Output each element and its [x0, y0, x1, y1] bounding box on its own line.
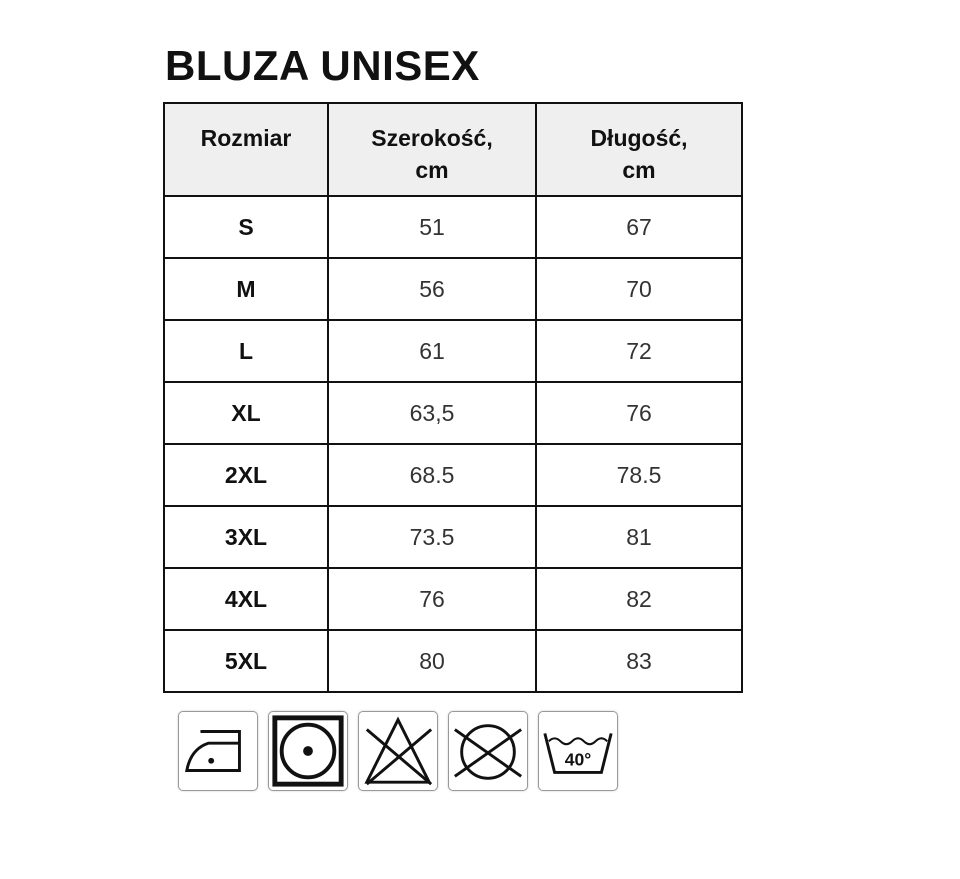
table-row: L 61 72 — [163, 319, 743, 383]
header-width: Szerokość, cm — [327, 102, 537, 197]
cell-width: 73.5 — [327, 505, 537, 569]
size-table: Rozmiar Szerokość, cm Długość, cm S 51 67 M 56… — [163, 102, 743, 693]
cell-width: 61 — [327, 319, 537, 383]
cell-length: 67 — [535, 195, 743, 259]
header-length: Długość, cm — [535, 102, 743, 197]
page-title: BLUZA UNISEX — [165, 42, 480, 89]
table-row: 5XL 80 83 — [163, 629, 743, 693]
table-row: 4XL 76 82 — [163, 567, 743, 631]
cell-size: L — [163, 319, 329, 383]
care-icons: 40° — [178, 711, 618, 791]
table-row: 3XL 73.5 81 — [163, 505, 743, 569]
cell-width: 80 — [327, 629, 537, 693]
cell-size: 2XL — [163, 443, 329, 507]
cell-width: 63,5 — [327, 381, 537, 445]
cell-length: 82 — [535, 567, 743, 631]
table-header-row: Rozmiar Szerokość, cm Długość, cm — [163, 102, 743, 197]
iron-low-heat-icon — [178, 711, 258, 791]
cell-length: 76 — [535, 381, 743, 445]
cell-length: 72 — [535, 319, 743, 383]
table-row: M 56 70 — [163, 257, 743, 321]
cell-size: S — [163, 195, 329, 259]
cell-length: 81 — [535, 505, 743, 569]
table-row: XL 63,5 76 — [163, 381, 743, 445]
wash-temperature-label: 40° — [565, 750, 592, 770]
cell-size: M — [163, 257, 329, 321]
tumble-dry-icon — [268, 711, 348, 791]
cell-width: 76 — [327, 567, 537, 631]
cell-size: 3XL — [163, 505, 329, 569]
cell-length: 83 — [535, 629, 743, 693]
wash-40-icon: 40° — [538, 711, 618, 791]
cell-width: 56 — [327, 257, 537, 321]
cell-width: 68.5 — [327, 443, 537, 507]
do-not-dry-clean-icon — [448, 711, 528, 791]
cell-size: XL — [163, 381, 329, 445]
cell-size: 5XL — [163, 629, 329, 693]
cell-size: 4XL — [163, 567, 329, 631]
cell-width: 51 — [327, 195, 537, 259]
do-not-bleach-icon — [358, 711, 438, 791]
cell-length: 70 — [535, 257, 743, 321]
table-row: 2XL 68.5 78.5 — [163, 443, 743, 507]
cell-length: 78.5 — [535, 443, 743, 507]
table-row: S 51 67 — [163, 195, 743, 259]
header-size: Rozmiar — [163, 102, 329, 197]
